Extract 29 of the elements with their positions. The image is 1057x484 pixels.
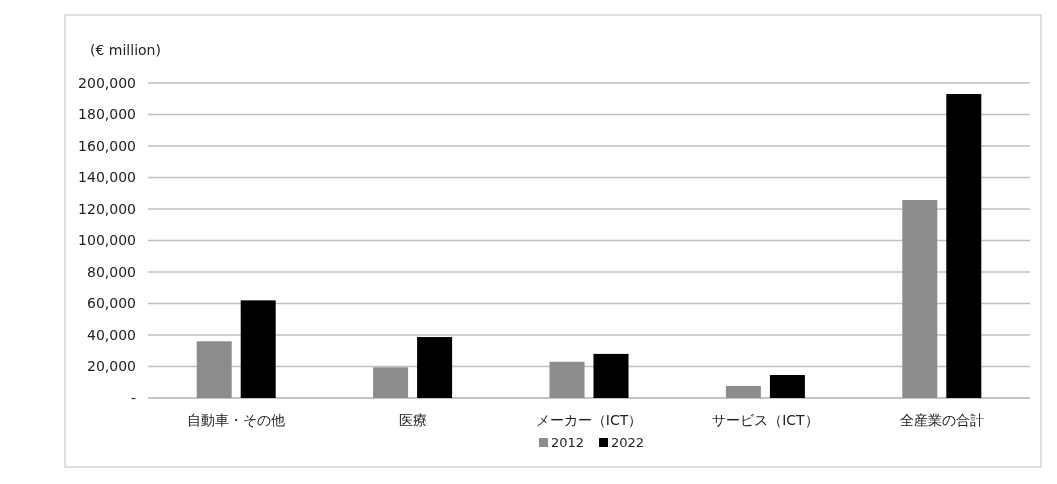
bar <box>417 337 453 398</box>
y-tick-label: - <box>130 389 136 406</box>
y-tick-label: 200,000 <box>78 74 136 91</box>
y-tick-label: 40,000 <box>87 326 136 343</box>
x-tick-label: 医療 <box>398 412 427 428</box>
y-tick-label: 160,000 <box>78 137 136 154</box>
bar <box>373 367 409 398</box>
bar <box>196 341 232 398</box>
y-tick-label: 80,000 <box>87 263 136 280</box>
bar <box>769 375 805 398</box>
bar <box>593 353 629 398</box>
x-tick-label: 自動車・その他 <box>187 412 286 428</box>
x-tick-label: メーカー（ICT） <box>535 412 643 428</box>
y-tick-label: 100,000 <box>78 232 136 249</box>
y-tick-label: 140,000 <box>78 169 136 186</box>
bar <box>549 361 585 398</box>
bar <box>725 386 761 398</box>
y-tick-label: 20,000 <box>87 358 136 375</box>
y-tick-label: 60,000 <box>87 295 136 312</box>
x-tick-label: サービス（ICT） <box>712 412 819 428</box>
y-tick-label: 180,000 <box>78 106 136 123</box>
legend-label: 2022 <box>611 435 645 450</box>
legend-label: 2012 <box>551 435 585 450</box>
y-axis-title: (€ million) <box>90 42 161 58</box>
bar <box>240 300 276 398</box>
bar <box>902 200 938 398</box>
x-tick-label: 全産業の合計 <box>899 412 984 428</box>
bar <box>946 94 982 398</box>
y-tick-label: 120,000 <box>78 200 136 217</box>
